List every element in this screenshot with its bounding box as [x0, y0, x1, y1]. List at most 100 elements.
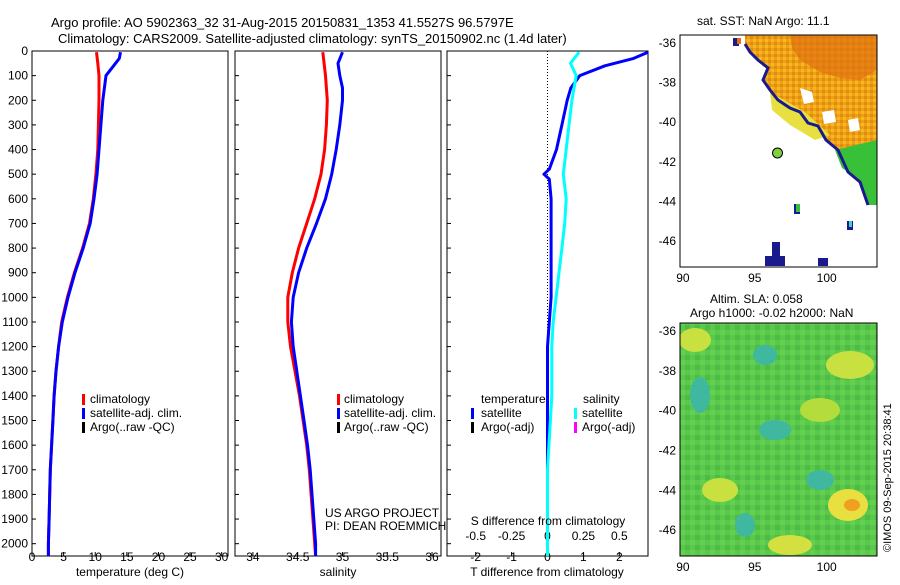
sla-high-blob — [768, 535, 812, 555]
sst-pixel-blue — [772, 242, 780, 260]
sst-pixel-green — [796, 204, 800, 212]
sla-high-blob — [702, 478, 738, 502]
temperature-x-tick-label: 15 — [120, 550, 134, 564]
depth-tick-label: 800 — [8, 241, 28, 255]
sst-lat-tick-label: -36 — [659, 36, 677, 50]
sst-green-band — [835, 140, 877, 205]
imos-stamp: ©IMOS 09-Sep-2015 20:38:41 — [882, 403, 894, 552]
series-layer — [46, 50, 649, 557]
sst-pixel-blue — [818, 258, 828, 266]
sla-high-blob — [826, 351, 874, 379]
diff-s-tick-label: 0.25 — [572, 529, 596, 543]
temperature-panel-frame — [31, 50, 229, 557]
depth-tick-label: 1800 — [1, 487, 28, 501]
legend-label-sal-satellite: satellite — [582, 406, 623, 420]
sst-pixel-blue — [733, 38, 739, 46]
sst-lon-tick-label: 100 — [817, 271, 837, 285]
sst-land-mask — [800, 88, 860, 132]
legend-swatch-temp-satellite — [471, 408, 474, 419]
depth-tick-label: 600 — [8, 192, 28, 206]
diff-xlabel: T difference from climatology — [470, 565, 624, 579]
temperature-xlabel: temperature (deg C) — [76, 565, 184, 579]
sla-lat-tick-label: -42 — [659, 443, 677, 457]
sst-pixel-cyan — [849, 221, 852, 227]
credit-project: US ARGO PROJECT — [325, 506, 440, 520]
depth-tick-label: 700 — [8, 216, 28, 230]
temperature-x-tick-label: 0 — [29, 550, 36, 564]
sla-lon-tick-label: 100 — [817, 560, 837, 574]
sla-lat-tick-label: -46 — [659, 523, 677, 537]
header-line1: Argo profile: AO 5902363_32 31-Aug-2015 … — [51, 15, 514, 30]
difference-x-tick-label: -2 — [470, 550, 481, 564]
sla-lat-tick-label: -38 — [659, 364, 677, 378]
sla-title-line2: Argo h1000: -0.02 h2000: NaN — [690, 306, 853, 320]
depth-tick-label: 1100 — [2, 315, 28, 329]
legend-swatch-argo — [337, 422, 340, 433]
sla-title-line1: Altim. SLA: 0.058 — [710, 292, 803, 306]
sst-lat-tick-label: -42 — [659, 155, 677, 169]
sst-edge-pixels — [743, 43, 870, 206]
legend-label-temp-satellite: satellite — [481, 406, 522, 420]
diff-top-label: S difference from climatology — [471, 514, 626, 528]
temperature-x-tick-label: 5 — [60, 550, 67, 564]
sst-pixel-blue — [765, 256, 785, 266]
salinity-x-tick-label: 34.5 — [286, 550, 310, 564]
temperature-legend: climatology satellite-adj. clim. Argo(..… — [82, 392, 182, 434]
depth-tick-label: 1400 — [1, 389, 28, 403]
salinity-x-tick-label: 36 — [425, 550, 439, 564]
legend-label-temp-argo: Argo(-adj) — [481, 420, 534, 434]
axes-layer: 0100200300400500600700800900100011001200… — [1, 36, 837, 574]
sst-lat-tick-label: -46 — [659, 234, 677, 248]
argo-position-marker — [772, 147, 783, 159]
depth-tick-label: 400 — [8, 143, 28, 157]
legend-swatch-satellite — [82, 408, 85, 419]
legend-swatch-climatology — [82, 394, 85, 405]
legend-label-argo: Argo(..raw -QC) — [344, 420, 429, 434]
depth-tick-label: 100 — [8, 69, 28, 83]
temperature-series-climatology — [46, 52, 101, 556]
sla-lon-tick-label: 90 — [676, 560, 690, 574]
salinity-legend: climatology satellite-adj. clim. Argo(..… — [337, 392, 436, 434]
sla-lat-tick-label: -44 — [659, 483, 677, 497]
temperature-x-tick-label: 20 — [152, 550, 166, 564]
sla-lat-tick-label: -40 — [659, 404, 677, 418]
legend-label-climatology: climatology — [90, 392, 150, 406]
salinity-x-tick-label: 35 — [336, 550, 350, 564]
depth-tick-label: 500 — [8, 167, 28, 181]
legend-label-satellite: satellite-adj. clim. — [344, 406, 436, 420]
sla-peak-blob — [844, 499, 860, 511]
depth-tick-label: 1500 — [1, 414, 28, 428]
depth-tick-label: 200 — [8, 93, 28, 107]
temperature-series-satellite-adj-clim- — [46, 51, 122, 556]
sla-low-blob — [735, 513, 755, 537]
sla-high-blob — [800, 398, 840, 422]
sla-low-blob — [753, 345, 777, 365]
diff-s-tick-label: -0.5 — [465, 529, 486, 543]
sla-low-blob — [690, 377, 710, 413]
depth-tick-label: 1900 — [1, 512, 28, 526]
legend-label-satellite: satellite-adj. clim. — [90, 406, 182, 420]
temperature-x-tick-label: 25 — [183, 550, 197, 564]
difference-x-tick-label: 2 — [616, 550, 623, 564]
difference-series-temperature-satellite — [542, 50, 649, 556]
sst-lat-tick-label: -40 — [659, 115, 677, 129]
depth-tick-label: 1700 — [1, 463, 28, 477]
sst-lat-tick-label: -38 — [659, 76, 677, 90]
sst-pixel-orange — [737, 38, 741, 44]
depth-tick-label: 900 — [8, 266, 28, 280]
depth-tick-label: 0 — [21, 44, 28, 58]
legend-sal-title: salinity — [583, 392, 620, 406]
depth-tick-label: 1200 — [1, 340, 28, 354]
sla-map — [680, 323, 877, 556]
salinity-xlabel: salinity — [320, 565, 357, 579]
sst-map-title: sat. SST: NaN Argo: 11.1 — [697, 14, 830, 28]
sst-lon-tick-label: 90 — [676, 271, 690, 285]
legend-temp-title: temperature — [481, 392, 546, 406]
credit-pi: PI: DEAN ROEMMICH — [325, 519, 446, 533]
sla-lat-tick-label: -36 — [659, 324, 677, 338]
depth-tick-label: 300 — [8, 118, 28, 132]
legend-swatch-temp-argo — [471, 422, 474, 433]
legend-label-sal-argo: Argo(-adj) — [582, 420, 635, 434]
sla-low-blob — [806, 470, 834, 490]
depth-tick-label: 1000 — [1, 290, 28, 304]
